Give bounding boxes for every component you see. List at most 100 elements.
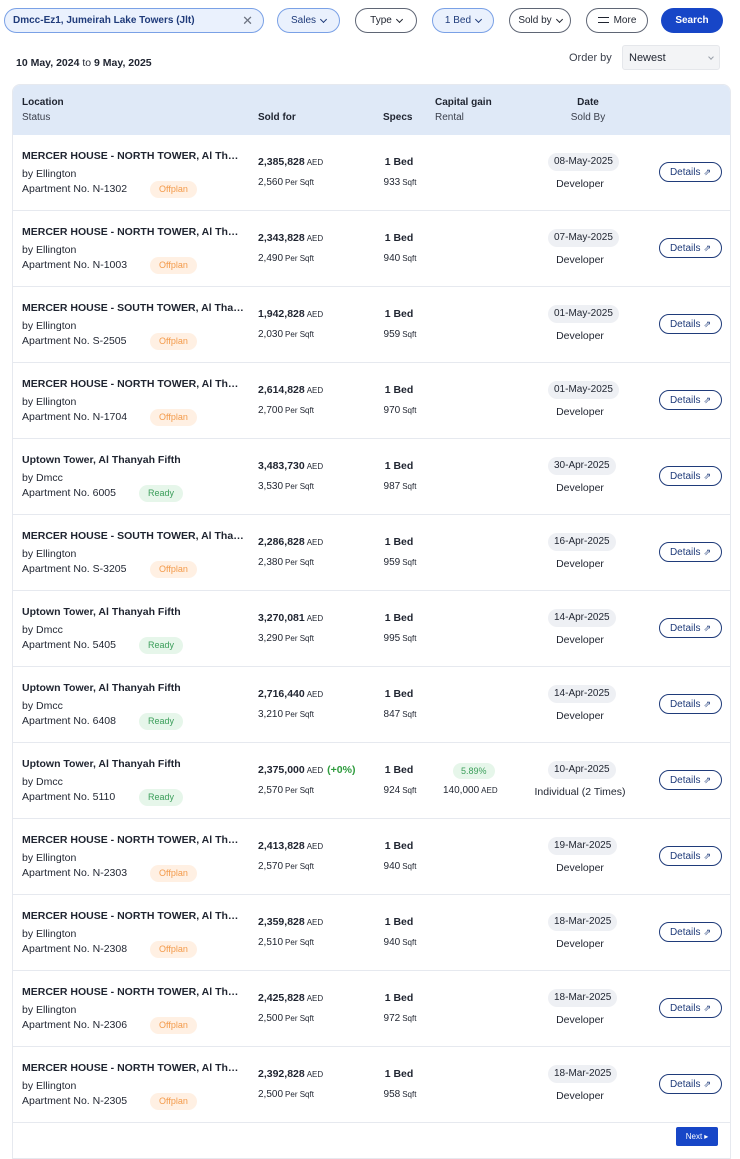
area-sqft: 940 Sqft	[383, 861, 417, 872]
details-button[interactable]: Details ⇗	[659, 694, 722, 714]
sold-price: 2,392,828 AED	[258, 1068, 324, 1080]
sales-filter-button[interactable]: Sales	[277, 8, 340, 33]
developer: by Dmcc	[22, 624, 63, 636]
area-sqft: 987 Sqft	[383, 481, 417, 492]
project-name: MERCER HOUSE - NORTH TOWER, Al Thanyah F…	[22, 986, 244, 998]
details-button[interactable]: Details ⇗	[659, 1074, 722, 1094]
bedrooms: 1 Bed	[384, 764, 414, 776]
more-filters-button[interactable]: More	[586, 8, 648, 33]
external-link-icon: ⇗	[703, 242, 712, 253]
table-row[interactable]: Uptown Tower, Al Thanyah Fifth by Dmcc Apa…	[13, 667, 730, 743]
sold-by: Developer	[556, 710, 604, 722]
price-per-sqft: 2,500 Per Sqft	[258, 1089, 314, 1100]
type-filter-label: Type	[370, 15, 392, 26]
developer: by Dmcc	[22, 700, 63, 712]
beds-filter-button[interactable]: 1 Bed	[432, 8, 494, 33]
price-per-sqft: 2,030 Per Sqft	[258, 329, 314, 340]
developer: by Ellington	[22, 396, 77, 408]
table-row[interactable]: MERCER HOUSE - NORTH TOWER, Al Thanyah F…	[13, 363, 730, 439]
table-row[interactable]: MERCER HOUSE - NORTH TOWER, Al Thanyah F…	[13, 1047, 730, 1123]
order-by-select[interactable]: Newest	[622, 45, 720, 70]
project-name: MERCER HOUSE - NORTH TOWER, Al Thanyah F…	[22, 1062, 244, 1074]
bedrooms: 1 Bed	[384, 156, 414, 168]
bedrooms: 1 Bed	[384, 688, 414, 700]
developer: by Dmcc	[22, 472, 63, 484]
sale-date: 10-Apr-2025	[548, 761, 616, 779]
table-header: Location Status Sold for Specs Capital ga…	[13, 85, 730, 135]
sold-price: 2,375,000 AED (+0%)	[258, 764, 356, 776]
bedrooms: 1 Bed	[384, 840, 414, 852]
header-specs: Specs	[383, 112, 413, 123]
details-button[interactable]: Details ⇗	[659, 466, 722, 486]
status-badge: Offplan	[150, 181, 197, 198]
details-button[interactable]: Details ⇗	[659, 542, 722, 562]
header-location: Location Status	[22, 97, 64, 123]
table-row[interactable]: Uptown Tower, Al Thanyah Fifth by Dmcc Apa…	[13, 743, 730, 819]
external-link-icon: ⇗	[703, 698, 712, 709]
details-button[interactable]: Details ⇗	[659, 162, 722, 182]
search-button[interactable]: Search	[661, 8, 723, 33]
apartment-number: Apartment No. N-2306	[22, 1019, 128, 1031]
apartment-number: Apartment No. N-1302	[22, 183, 128, 195]
location-search-input[interactable]: Dmcc-Ez1, Jumeirah Lake Towers (Jlt) ✕	[4, 8, 264, 33]
price-per-sqft: 2,700 Per Sqft	[258, 405, 314, 416]
sold-price: 2,385,828 AED	[258, 156, 324, 168]
details-button[interactable]: Details ⇗	[659, 238, 722, 258]
table-row[interactable]: Uptown Tower, Al Thanyah Fifth by Dmcc Apa…	[13, 591, 730, 667]
chevron-down-icon	[708, 53, 714, 60]
table-row[interactable]: MERCER HOUSE - NORTH TOWER, Al Thanyah F…	[13, 211, 730, 287]
price-per-sqft: 3,290 Per Sqft	[258, 633, 314, 644]
sold-price: 3,270,081 AED	[258, 612, 324, 624]
sale-date: 18-Mar-2025	[548, 913, 618, 931]
sold-price: 2,716,440 AED	[258, 688, 324, 700]
table-row[interactable]: MERCER HOUSE - SOUTH TOWER, Al Thanyah F…	[13, 515, 730, 591]
details-button[interactable]: Details ⇗	[659, 390, 722, 410]
status-badge: Offplan	[150, 865, 197, 882]
table-row[interactable]: MERCER HOUSE - NORTH TOWER, Al Thanyah F…	[13, 895, 730, 971]
details-button[interactable]: Details ⇗	[659, 314, 722, 334]
bedrooms: 1 Bed	[384, 460, 414, 472]
external-link-icon: ⇗	[703, 774, 712, 785]
price-per-sqft: 3,530 Per Sqft	[258, 481, 314, 492]
sold-by: Developer	[556, 1014, 604, 1026]
external-link-icon: ⇗	[703, 1002, 712, 1013]
details-button[interactable]: Details ⇗	[659, 922, 722, 942]
table-row[interactable]: MERCER HOUSE - NORTH TOWER, Al Thanyah F…	[13, 819, 730, 895]
project-name: MERCER HOUSE - NORTH TOWER, Al Thanyah F…	[22, 226, 244, 238]
date-from: 10 May, 2024	[16, 57, 80, 69]
external-link-icon: ⇗	[703, 850, 712, 861]
type-filter-button[interactable]: Type	[355, 8, 417, 33]
details-button[interactable]: Details ⇗	[659, 618, 722, 638]
soldby-filter-button[interactable]: Sold by	[509, 8, 571, 33]
close-icon[interactable]: ✕	[242, 12, 253, 28]
order-by-label: Order by	[569, 52, 612, 64]
sold-price: 2,413,828 AED	[258, 840, 324, 852]
apartment-number: Apartment No. S-2505	[22, 335, 127, 347]
details-button[interactable]: Details ⇗	[659, 846, 722, 866]
developer: by Ellington	[22, 852, 77, 864]
price-per-sqft: 2,570 Per Sqft	[258, 785, 314, 796]
area-sqft: 958 Sqft	[383, 1089, 417, 1100]
details-button[interactable]: Details ⇗	[659, 998, 722, 1018]
sold-by: Developer	[556, 634, 604, 646]
sold-price: 2,343,828 AED	[258, 232, 324, 244]
bedrooms: 1 Bed	[384, 612, 414, 624]
external-link-icon: ⇗	[703, 546, 712, 557]
table-row[interactable]: MERCER HOUSE - NORTH TOWER, Al Thanyah F…	[13, 971, 730, 1047]
table-row[interactable]: MERCER HOUSE - SOUTH TOWER, Al Thanyah F…	[13, 287, 730, 363]
table-row[interactable]: Uptown Tower, Al Thanyah Fifth by Dmcc Apa…	[13, 439, 730, 515]
next-page-button[interactable]: Next ▸	[676, 1127, 718, 1146]
sold-by: Developer	[556, 254, 604, 266]
project-name: Uptown Tower, Al Thanyah Fifth	[22, 454, 181, 466]
apartment-number: Apartment No. S-3205	[22, 563, 127, 575]
details-button[interactable]: Details ⇗	[659, 770, 722, 790]
apartment-number: Apartment No. N-2303	[22, 867, 128, 879]
developer: by Ellington	[22, 244, 77, 256]
developer: by Ellington	[22, 928, 77, 940]
price-per-sqft: 2,380 Per Sqft	[258, 557, 314, 568]
area-sqft: 847 Sqft	[383, 709, 417, 720]
bedrooms: 1 Bed	[384, 536, 414, 548]
sale-date: 16-Apr-2025	[548, 533, 616, 551]
table-row[interactable]: MERCER HOUSE - NORTH TOWER, Al Thanyah F…	[13, 135, 730, 211]
price-per-sqft: 2,570 Per Sqft	[258, 861, 314, 872]
